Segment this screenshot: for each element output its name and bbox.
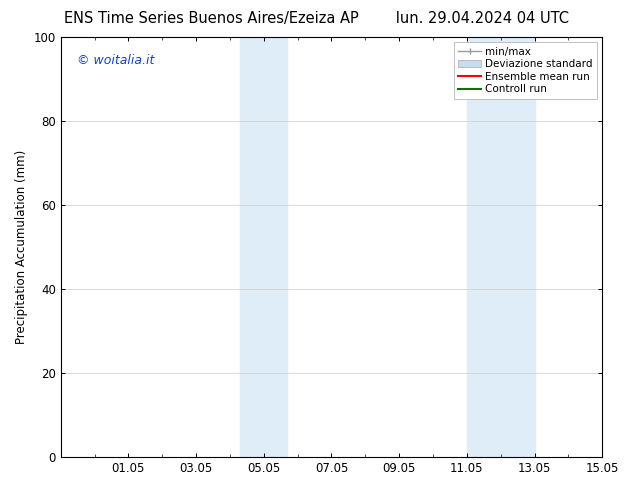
Bar	[467, 37, 534, 457]
Text: ENS Time Series Buenos Aires/Ezeiza AP        lun. 29.04.2024 04 UTC: ENS Time Series Buenos Aires/Ezeiza AP l…	[65, 11, 569, 26]
Legend: min/max, Deviazione standard, Ensemble mean run, Controll run: min/max, Deviazione standard, Ensemble m…	[454, 42, 597, 98]
Text: © woitalia.it: © woitalia.it	[77, 54, 154, 67]
Bar	[240, 37, 287, 457]
Y-axis label: Precipitation Accumulation (mm): Precipitation Accumulation (mm)	[15, 150, 28, 344]
